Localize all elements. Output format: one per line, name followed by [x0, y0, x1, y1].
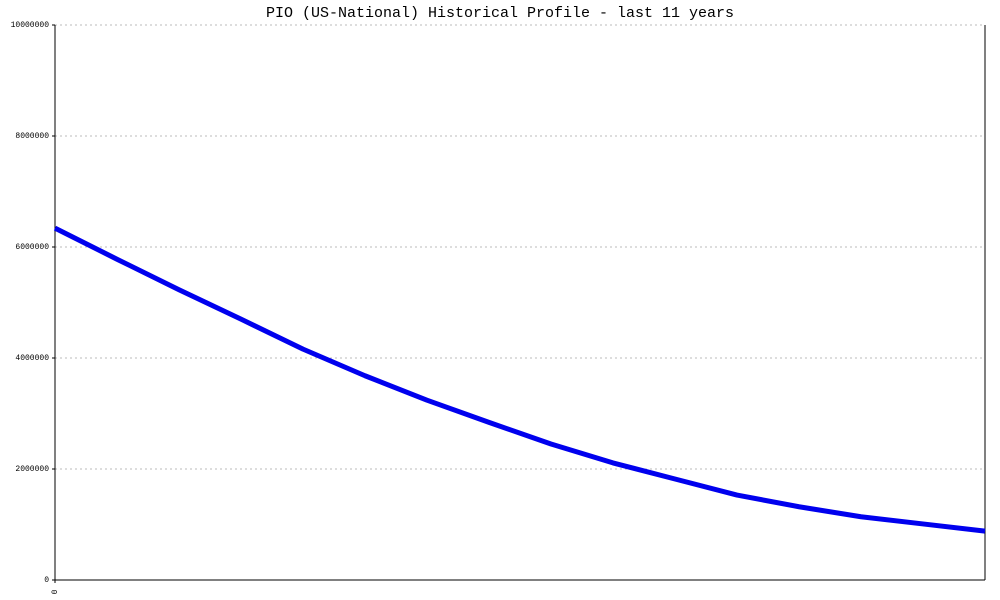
x-tick-label: 0	[51, 589, 60, 594]
y-tick-label: 6000000	[15, 243, 49, 252]
y-tick-label: 8000000	[15, 132, 49, 141]
chart-title: PIO (US-National) Historical Profile - l…	[266, 5, 734, 22]
line-series	[53, 225, 986, 534]
y-tick-label: 2000000	[15, 465, 49, 474]
y-tick-label: 0	[44, 576, 49, 585]
y-tick-label: 10000000	[11, 21, 50, 30]
y-tick-label: 4000000	[15, 354, 49, 363]
